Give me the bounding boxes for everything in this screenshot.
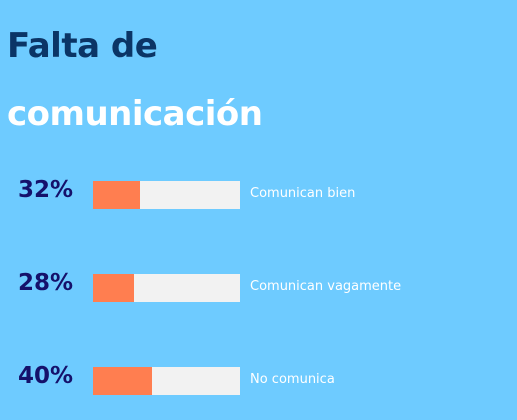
bar-category-label: Comunican vagamente [250, 279, 402, 294]
chart-title-line-2: comunicación [7, 94, 263, 134]
bar-track [93, 367, 240, 395]
bar-row: 28% Comunican vagamente [0, 268, 517, 308]
bar-value-label: 28% [18, 270, 74, 296]
bar-fill [93, 274, 134, 302]
bar-category-label: Comunican bien [250, 186, 356, 201]
chart-title-line-1: Falta de [7, 26, 158, 66]
bar-row: 32% Comunican bien [0, 175, 517, 215]
bar-value-label: 40% [18, 363, 74, 389]
bar-value-label: 32% [18, 177, 74, 203]
bar-track [93, 181, 240, 209]
bar-fill [93, 181, 140, 209]
bar-row: 40% No comunica [0, 361, 517, 401]
bar-category-label: No comunica [250, 372, 335, 387]
bar-fill [93, 367, 152, 395]
bar-track [93, 274, 240, 302]
